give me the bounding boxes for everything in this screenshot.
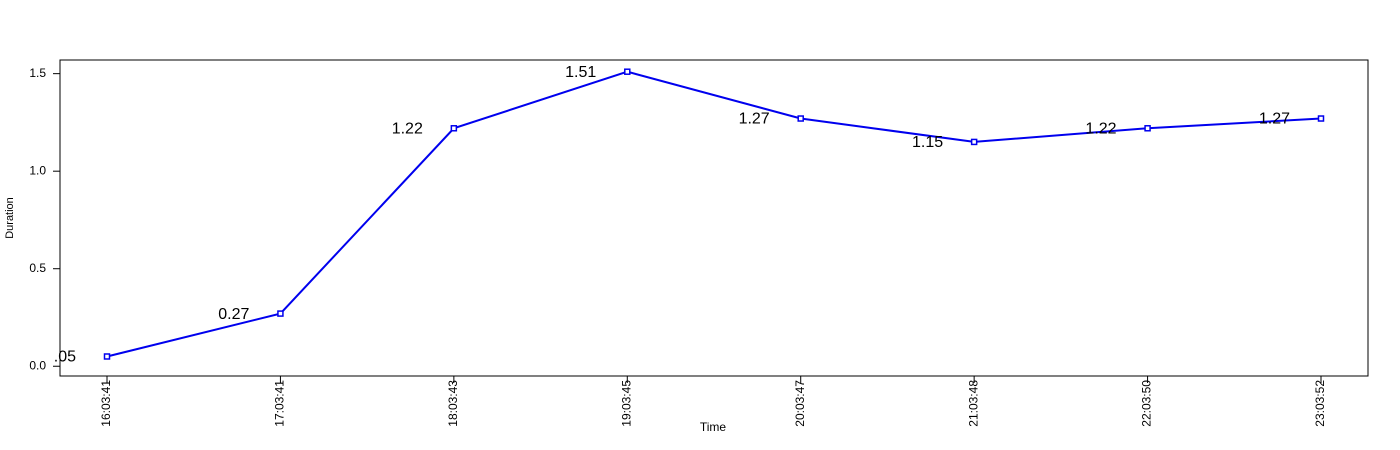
y-tick-label: 1.5 — [29, 66, 46, 80]
data-label: 1.27 — [739, 111, 770, 128]
data-point — [797, 115, 804, 122]
data-point — [1144, 125, 1151, 132]
data-label: 1.22 — [1085, 120, 1116, 137]
data-label: 1.22 — [392, 120, 423, 137]
data-label: 1.51 — [565, 64, 596, 81]
y-tick-label: 0.0 — [29, 358, 46, 372]
x-tick-label: 23:03:52 — [1313, 380, 1327, 427]
data-label: 1.15 — [912, 134, 943, 151]
x-tick-label: 16:03:41 — [99, 380, 113, 427]
data-point — [277, 310, 284, 317]
y-axis-title: Duration — [4, 197, 16, 239]
y-tick-label: 0.5 — [29, 261, 46, 275]
x-tick-label: 19:03:45 — [619, 380, 633, 427]
y-tick-label: 1.0 — [29, 163, 46, 177]
x-tick-label: 17:03:41 — [273, 380, 287, 427]
data-point — [103, 353, 111, 360]
data-label: 0.27 — [218, 306, 249, 323]
data-label: 0.05 — [45, 349, 76, 366]
x-axis-title: Time — [700, 420, 727, 434]
data-point — [624, 68, 631, 75]
x-tick-label: 20:03:47 — [793, 380, 807, 427]
data-line — [106, 70, 1322, 358]
x-tick-label: 18:03:43 — [446, 380, 460, 427]
plot-box — [59, 59, 1369, 377]
data-point — [970, 138, 978, 146]
x-tick-label: 21:03:48 — [966, 380, 980, 427]
data-point — [450, 125, 458, 132]
x-tick-label: 22:03:50 — [1140, 380, 1154, 427]
data-point — [1317, 115, 1325, 122]
data-label: 1.27 — [1259, 111, 1290, 128]
